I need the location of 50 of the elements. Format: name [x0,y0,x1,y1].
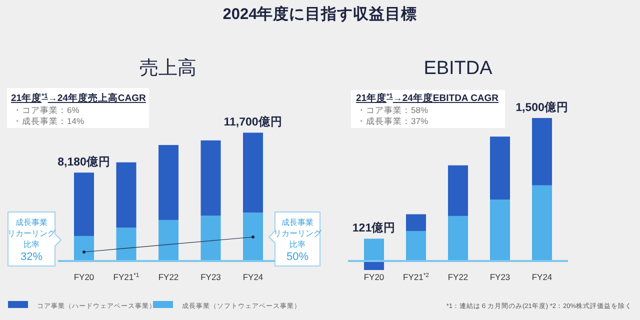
bar [158,145,178,220]
annotation: リカーリング [274,229,322,238]
x-tick-label: FY22 [448,272,468,282]
text: 比率 [24,240,40,249]
annotation: 8,180億円 [58,154,110,169]
text: ・コア事業：6% [13,105,80,115]
text: ・コア事業：58% [357,105,428,115]
text: 21年度$^{*1}$→24年度EBITDA CAGR [356,92,499,104]
x-tick-label: FY24 [242,272,264,282]
chart-title: 売上高 [140,57,196,79]
bar [74,236,94,261]
bar [364,238,384,261]
bar [532,185,552,261]
x-tick-label: FY20 [364,272,384,282]
chart-title: EBITDA [424,58,493,79]
annotation: ・成長事業：37% [357,116,428,126]
text: リカーリング [8,229,56,238]
x-tick-label: FY24 [532,272,552,282]
bar [406,214,426,231]
bar [243,132,263,213]
annotation: 11,700億円 [224,114,282,129]
x-tick-label: FY21$^{*1}$ [113,272,140,282]
text: 32% [20,251,43,263]
bar [200,140,221,216]
annotation: 121億円 [352,220,396,235]
bar [116,228,136,261]
text: 比率 [290,240,306,249]
bar [448,165,468,216]
text: 50% [286,251,309,263]
bar [490,136,510,200]
bar [406,230,426,261]
x-tick-label: FY23 [200,272,222,282]
text: 2024年度に目指す収益目標 [222,4,418,23]
annotation: 1,500億円 [516,100,568,114]
bar [532,118,552,186]
x-tick-label: FY21$^{*2}$ [403,272,429,282]
bar [158,220,178,261]
x-tick-label: FY20 [74,272,94,282]
text: 21年度$^{*1}$→24年度売上高CAGR [11,92,146,104]
bar [243,212,263,261]
bar [74,172,94,236]
x-tick-label: FY23 [490,272,510,282]
bar [116,162,136,228]
x-tick-label: FY22 [158,272,179,282]
text: 成長事業 [16,218,48,227]
text: ・成長事業：14% [13,116,84,126]
bar [200,216,221,261]
bar [448,216,468,261]
annotation: 成長事業 [282,218,314,227]
bar [490,200,510,261]
